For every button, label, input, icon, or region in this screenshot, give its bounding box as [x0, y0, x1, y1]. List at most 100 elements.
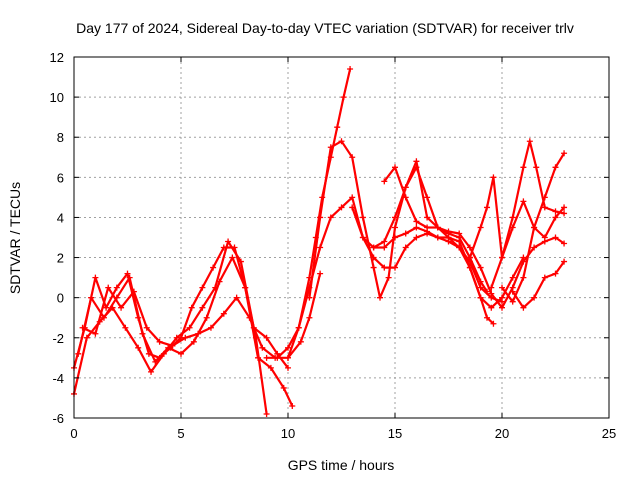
- data-point: [561, 240, 568, 247]
- data-point: [466, 244, 473, 251]
- data-point: [263, 334, 270, 341]
- data-point: [531, 244, 538, 251]
- y-tick-label: -4: [52, 371, 64, 386]
- data-point: [182, 334, 189, 341]
- data-point: [477, 224, 484, 231]
- data-point: [190, 338, 197, 345]
- x-tick-label: 10: [281, 426, 295, 441]
- data-point: [520, 258, 527, 265]
- data-point: [188, 304, 195, 311]
- series-track-4: [79, 270, 324, 361]
- data-point: [477, 284, 484, 291]
- data-point: [402, 230, 409, 237]
- series-track-6: [285, 66, 354, 361]
- data-point: [499, 284, 505, 291]
- data-point: [79, 324, 86, 331]
- data-point: [349, 204, 356, 211]
- data-point: [424, 224, 431, 231]
- series-track-13: [499, 150, 568, 305]
- grid: [74, 57, 609, 418]
- data-point: [317, 244, 324, 251]
- data-point: [92, 330, 99, 337]
- data-point: [552, 164, 559, 171]
- data-point: [520, 198, 527, 205]
- data-series: [71, 66, 568, 417]
- data-point: [381, 244, 388, 251]
- data-point: [122, 324, 129, 331]
- series-track-14: [509, 258, 568, 311]
- data-point: [139, 330, 146, 337]
- data-point: [541, 204, 548, 211]
- data-point: [178, 350, 184, 357]
- data-point: [520, 164, 527, 171]
- data-point: [552, 270, 559, 277]
- x-axis-label: GPS time / hours: [288, 457, 395, 473]
- data-point: [327, 144, 334, 151]
- data-point: [274, 354, 281, 361]
- data-point: [392, 214, 398, 221]
- y-tick-label: 2: [57, 251, 64, 266]
- data-point: [392, 224, 398, 231]
- series-track-1: [71, 244, 270, 417]
- series-line: [286, 67, 352, 359]
- data-point: [195, 330, 202, 337]
- data-point: [520, 274, 527, 281]
- series-track-7: [306, 138, 497, 327]
- data-point: [225, 238, 232, 245]
- data-point: [385, 274, 392, 281]
- data-point: [165, 344, 172, 351]
- data-point: [445, 238, 452, 245]
- data-point: [499, 304, 505, 311]
- data-point: [509, 274, 516, 281]
- data-point: [220, 310, 227, 317]
- data-point: [541, 194, 548, 201]
- y-tick-label: -6: [52, 411, 64, 426]
- series-line: [372, 166, 489, 293]
- plot-frame: [73, 56, 610, 419]
- data-point: [124, 270, 131, 277]
- data-point: [381, 178, 388, 185]
- data-point: [280, 384, 287, 391]
- data-point: [434, 224, 441, 231]
- data-point: [533, 164, 540, 171]
- series-track-11: [466, 174, 568, 261]
- data-point: [297, 338, 304, 345]
- data-point: [255, 354, 262, 361]
- data-point: [92, 274, 99, 281]
- data-point: [216, 278, 223, 285]
- data-point: [541, 274, 548, 281]
- data-point: [237, 258, 244, 265]
- data-point: [334, 124, 341, 131]
- data-point: [402, 194, 409, 201]
- data-point: [285, 364, 291, 371]
- data-point: [173, 334, 180, 341]
- data-point: [531, 294, 538, 301]
- data-point: [466, 254, 473, 261]
- data-point: [359, 214, 366, 221]
- data-point: [285, 344, 291, 351]
- data-point: [327, 214, 334, 221]
- y-axis-label: SDTVAR / TECUs: [7, 182, 23, 294]
- data-point: [499, 254, 505, 261]
- data-point: [100, 314, 107, 321]
- data-point: [130, 288, 137, 295]
- data-point: [484, 288, 491, 295]
- data-point: [561, 204, 568, 211]
- y-tick-label: 6: [57, 170, 64, 185]
- data-point: [148, 368, 155, 375]
- data-point: [338, 204, 345, 211]
- data-point: [242, 284, 249, 291]
- data-point: [561, 210, 568, 217]
- data-point: [169, 342, 176, 349]
- data-point: [306, 314, 313, 321]
- data-point: [520, 304, 527, 311]
- series-track-8: [349, 204, 505, 305]
- data-point: [246, 314, 253, 321]
- axis-ticks: 0 5 10 15 20 25 -6 -4 -2 0 2 4 6 8 10 12: [50, 50, 617, 441]
- data-point: [285, 354, 291, 361]
- data-point: [381, 264, 388, 271]
- data-point: [370, 264, 377, 271]
- data-point: [103, 304, 110, 311]
- data-point: [488, 284, 495, 291]
- data-point: [456, 244, 463, 251]
